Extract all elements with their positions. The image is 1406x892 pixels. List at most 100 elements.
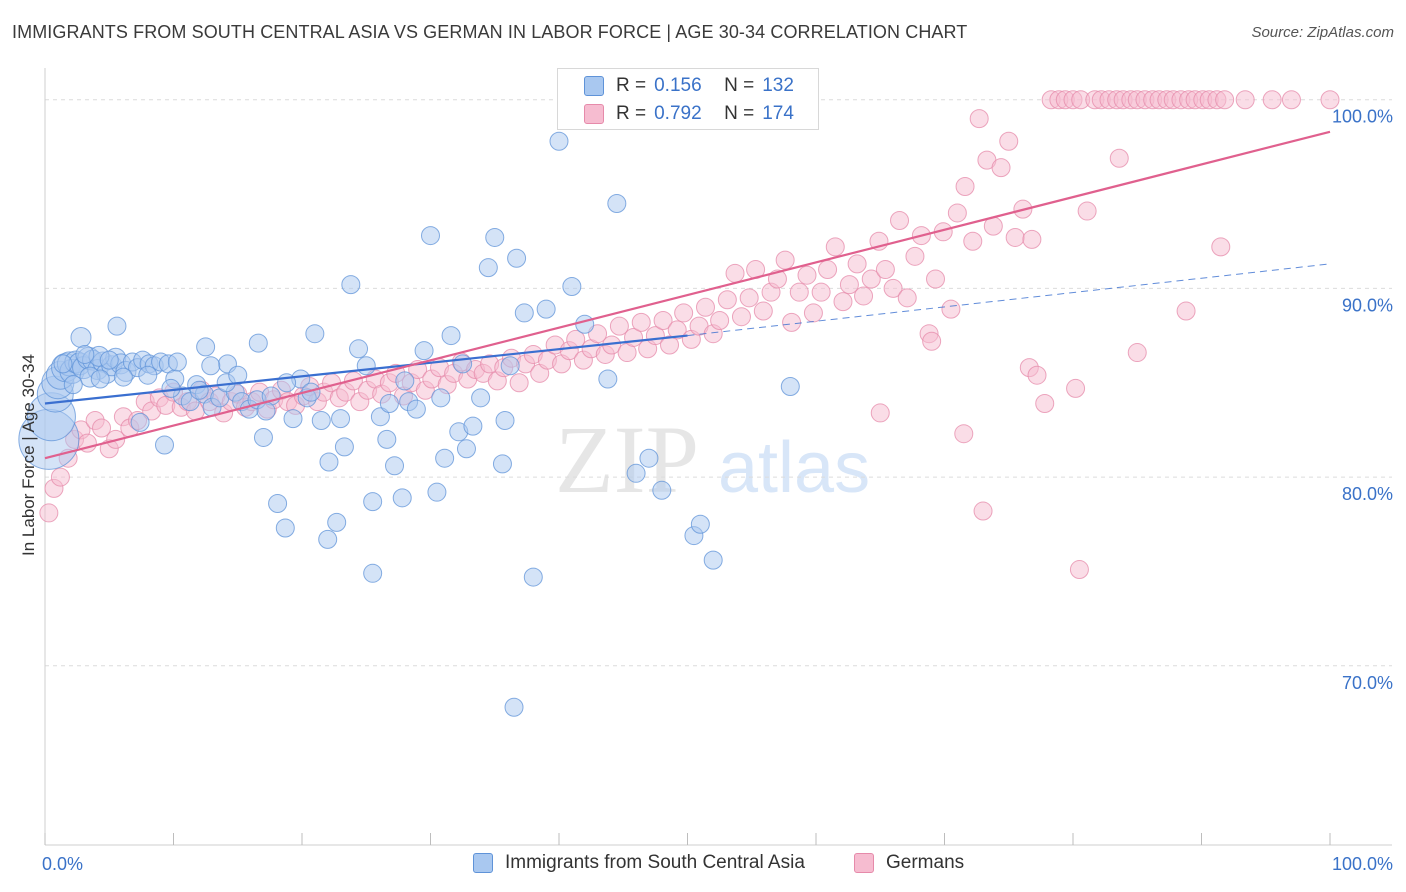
point-asia bbox=[196, 337, 216, 357]
point-asia bbox=[363, 563, 383, 583]
point-asia bbox=[283, 409, 303, 429]
point-asia bbox=[63, 375, 83, 395]
point-asia bbox=[75, 344, 95, 364]
point-germans bbox=[854, 286, 874, 306]
point-asia bbox=[189, 380, 209, 400]
point-germans bbox=[926, 269, 946, 289]
point-asia bbox=[549, 131, 569, 151]
point-germans bbox=[922, 331, 942, 351]
point-germans bbox=[1215, 90, 1235, 110]
point-asia bbox=[318, 529, 338, 549]
stats-r-label: R = bbox=[616, 75, 647, 96]
stats-row-asia: R = 0.156 N = 132 bbox=[584, 74, 794, 98]
point-germans bbox=[803, 303, 823, 323]
point-asia bbox=[311, 410, 331, 430]
point-asia bbox=[90, 369, 110, 389]
point-germans bbox=[1027, 365, 1047, 385]
point-germans bbox=[818, 260, 838, 280]
point-germans bbox=[660, 335, 680, 355]
point-germans bbox=[1005, 227, 1025, 247]
point-germans bbox=[861, 269, 881, 289]
point-germans bbox=[897, 288, 917, 308]
x-tick-label: 100.0% bbox=[1332, 854, 1393, 874]
point-germans bbox=[969, 109, 989, 129]
point-asia bbox=[268, 493, 288, 513]
legend-label-asia: Immigrants from South Central Asia bbox=[505, 852, 805, 873]
point-germans bbox=[1320, 90, 1340, 110]
point-germans bbox=[509, 373, 529, 393]
point-germans bbox=[947, 203, 967, 223]
legend-item-germans[interactable]: Germans bbox=[854, 852, 964, 874]
point-asia bbox=[275, 518, 295, 538]
point-asia bbox=[331, 409, 351, 429]
watermark-zip: ZIP bbox=[555, 406, 699, 513]
trend-line-asia bbox=[44, 334, 688, 405]
point-asia bbox=[161, 378, 181, 398]
point-germans bbox=[954, 424, 974, 444]
point-germans bbox=[1069, 560, 1089, 580]
point-asia bbox=[431, 388, 451, 408]
point-asia bbox=[341, 275, 361, 295]
point-germans bbox=[588, 324, 608, 344]
point-germans bbox=[717, 290, 737, 310]
stats-r-value-asia: 0.156 bbox=[654, 75, 702, 96]
point-germans bbox=[789, 282, 809, 302]
y-tick-label: 90.0% bbox=[1342, 295, 1393, 315]
point-asia bbox=[478, 258, 498, 278]
point-asia bbox=[507, 248, 527, 268]
point-germans bbox=[731, 307, 751, 327]
point-germans bbox=[875, 260, 895, 280]
point-germans bbox=[963, 231, 983, 251]
point-asia bbox=[155, 435, 175, 455]
point-asia bbox=[463, 416, 483, 436]
point-asia bbox=[575, 314, 595, 334]
point-asia bbox=[504, 697, 524, 717]
point-germans bbox=[50, 467, 70, 487]
point-germans bbox=[883, 278, 903, 298]
stats-n-label: N = bbox=[724, 103, 755, 124]
point-asia bbox=[523, 567, 543, 587]
point-germans bbox=[710, 310, 730, 330]
legend-swatch-asia bbox=[473, 853, 493, 873]
stats-swatch-asia bbox=[584, 76, 604, 96]
point-asia bbox=[356, 356, 376, 376]
point-asia bbox=[349, 339, 369, 359]
point-germans bbox=[905, 246, 925, 266]
point-asia bbox=[107, 316, 127, 336]
point-germans bbox=[674, 303, 694, 323]
point-asia bbox=[703, 550, 723, 570]
point-germans bbox=[1127, 343, 1147, 363]
point-asia bbox=[99, 350, 119, 370]
point-asia bbox=[414, 341, 434, 361]
point-asia bbox=[485, 227, 505, 247]
legend-item-asia[interactable]: Immigrants from South Central Asia bbox=[473, 852, 805, 874]
point-asia bbox=[70, 326, 92, 348]
point-germans bbox=[753, 301, 773, 321]
point-asia bbox=[113, 367, 133, 387]
point-asia bbox=[562, 277, 582, 297]
stats-r-value-germans: 0.792 bbox=[654, 103, 702, 124]
point-germans bbox=[695, 297, 715, 317]
stats-row-germans: R = 0.792 N = 174 bbox=[584, 102, 794, 126]
y-tick-label: 70.0% bbox=[1342, 673, 1393, 693]
point-germans bbox=[1176, 301, 1196, 321]
point-asia bbox=[395, 371, 415, 391]
point-asia bbox=[253, 427, 273, 447]
point-asia bbox=[201, 356, 221, 376]
trend-layer bbox=[44, 130, 1331, 460]
point-germans bbox=[797, 265, 817, 285]
point-asia bbox=[435, 448, 455, 468]
point-germans bbox=[941, 299, 961, 319]
point-asia bbox=[500, 356, 520, 376]
stats-n-label: N = bbox=[724, 75, 755, 96]
point-asia bbox=[652, 480, 672, 500]
stats-n-value-germans: 174 bbox=[762, 103, 794, 124]
point-germans bbox=[775, 250, 795, 270]
point-asia bbox=[327, 512, 347, 532]
points-layer bbox=[18, 90, 1340, 717]
point-germans bbox=[667, 320, 687, 340]
point-germans bbox=[890, 210, 910, 230]
point-germans bbox=[839, 275, 859, 295]
point-germans bbox=[999, 131, 1019, 151]
watermark-atlas: atlas bbox=[718, 428, 870, 508]
